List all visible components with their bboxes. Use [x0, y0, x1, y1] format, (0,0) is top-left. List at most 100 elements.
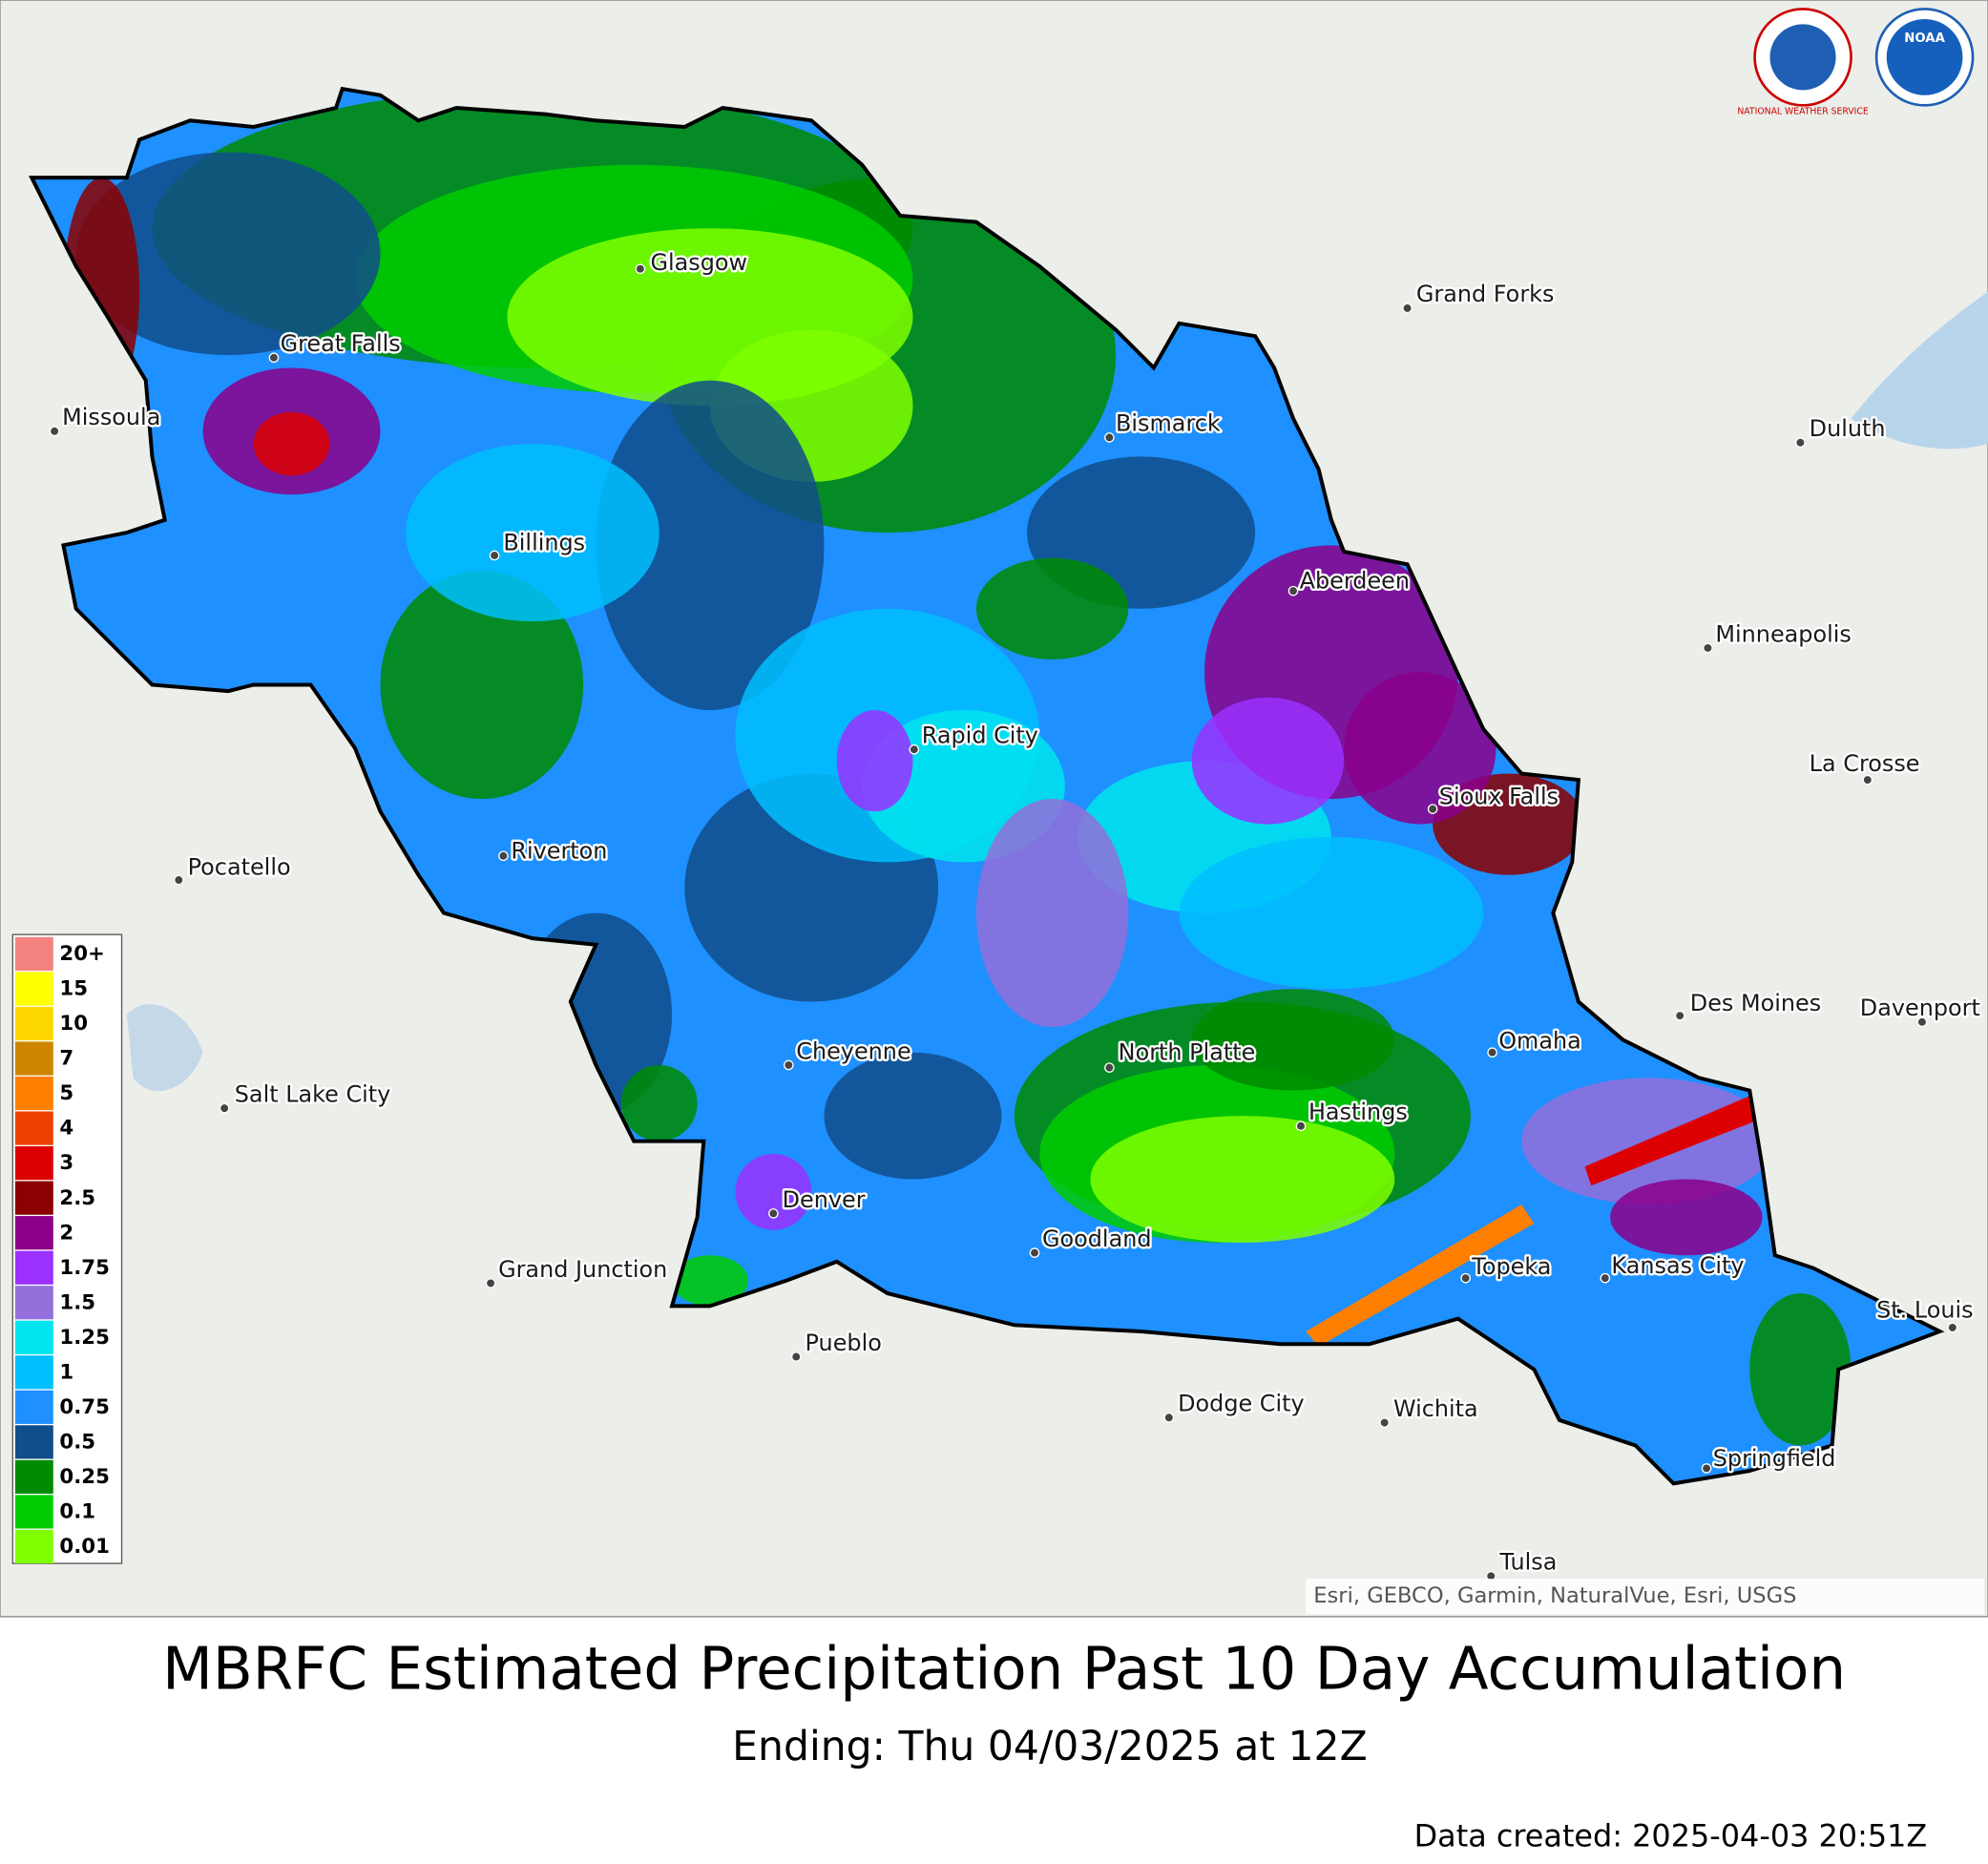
legend-swatch	[14, 1495, 53, 1529]
city-dot	[909, 744, 920, 755]
precip-area	[75, 152, 381, 356]
legend-label: 0.1	[59, 1500, 95, 1524]
city-label: Cheyenne	[796, 1037, 910, 1064]
city-label: Sioux Falls	[1439, 783, 1559, 809]
precip-area	[975, 557, 1129, 660]
legend-swatch	[14, 1320, 53, 1354]
legend-swatch	[14, 972, 53, 1006]
legend-label: 10	[59, 1012, 88, 1036]
attribution-box	[1306, 1579, 1985, 1615]
legend-label: 5	[59, 1081, 73, 1105]
legend-label: 0.5	[59, 1431, 95, 1455]
precip-area	[596, 380, 825, 711]
city-label: St. Louis	[1876, 1296, 1974, 1323]
legend-swatch	[14, 1355, 53, 1390]
city-label: Missoula	[62, 404, 160, 430]
legend-swatch	[14, 1425, 53, 1459]
precip-area	[824, 1052, 1002, 1180]
city-dot	[268, 352, 280, 364]
legend-label: 1.75	[59, 1256, 109, 1280]
legend-swatch	[14, 1216, 53, 1250]
legend-label: 7	[59, 1047, 73, 1071]
city-dot	[1163, 1412, 1175, 1423]
city-dot	[1795, 437, 1806, 449]
city-dot	[1862, 774, 1873, 785]
city-label: La Crosse	[1810, 750, 1920, 777]
legend-swatch	[14, 1041, 53, 1076]
great-salt-lake	[126, 1004, 203, 1092]
city-dot	[173, 874, 184, 886]
legend-label: 2	[59, 1221, 73, 1245]
city-dot	[485, 1278, 496, 1288]
city-label: Bismarck	[1116, 410, 1221, 437]
legend-label: 0.01	[59, 1535, 109, 1559]
city-dot	[1701, 1463, 1712, 1474]
legend-swatch	[14, 1390, 53, 1424]
city-dot	[49, 426, 60, 437]
city-dot	[1947, 1322, 1958, 1333]
city-label: Duluth	[1810, 415, 1886, 442]
city-dot	[1295, 1120, 1307, 1132]
city-dot	[1029, 1247, 1040, 1258]
city-label: Grand Forks	[1416, 281, 1555, 307]
city-label: Glasgow	[650, 249, 747, 276]
city-dot	[790, 1351, 802, 1362]
city-dot	[1487, 1047, 1497, 1058]
city-dot	[1427, 804, 1438, 814]
precip-area	[672, 1255, 748, 1307]
city-label: Tulsa	[1499, 1549, 1558, 1576]
legend-swatch	[14, 1286, 53, 1320]
precip-area	[406, 444, 659, 622]
legend-swatch	[14, 1459, 53, 1495]
legend-label: 20+	[59, 942, 104, 966]
legend-swatch	[14, 1250, 53, 1285]
city-label: Goodland	[1042, 1225, 1152, 1252]
legend-label: 2.5	[59, 1186, 95, 1210]
city-dot	[1402, 303, 1413, 314]
city-dot	[498, 850, 509, 862]
city-label: Pocatello	[188, 854, 291, 881]
legend-label: 0.25	[59, 1465, 109, 1489]
city-label: Riverton	[511, 837, 607, 864]
city-label: Davenport	[1860, 995, 1980, 1021]
precip-area	[253, 411, 330, 476]
precip-band	[1306, 1204, 1535, 1347]
city-label: Pueblo	[806, 1330, 882, 1356]
precip-area	[1191, 989, 1395, 1091]
city-label: Great Falls	[281, 330, 401, 357]
city-dot	[783, 1059, 794, 1071]
legend-swatch	[14, 1529, 53, 1564]
precip-area	[1610, 1179, 1763, 1256]
legend-swatch	[14, 1181, 53, 1215]
subtitle: Ending: Thu 04/03/2025 at 12Z	[732, 1724, 1368, 1770]
noaa-logo-inner	[1886, 19, 1963, 95]
city-dot	[1916, 1016, 1928, 1028]
precip-area	[836, 710, 913, 812]
attribution: Esri, GEBCO, Garmin, NaturalVue, Esri, U…	[1313, 1583, 1796, 1608]
city-dot	[1287, 585, 1299, 597]
precip-area	[620, 1064, 698, 1141]
city-label: Des Moines	[1690, 990, 1821, 1016]
precip-band	[1584, 1090, 1769, 1186]
city-dot	[219, 1102, 230, 1114]
title: MBRFC Estimated Precipitation Past 10 Da…	[162, 1636, 1846, 1704]
city-label: Springfield	[1713, 1445, 1836, 1472]
city-label: Salt Lake City	[235, 1081, 391, 1108]
noaa-logo-text: NOAA	[1904, 31, 1945, 46]
legend-swatch	[14, 936, 53, 972]
city-labels: Glasgow Great Falls Missoula Billings Bismar…	[49, 247, 1982, 1581]
legend-swatch	[14, 1006, 53, 1041]
city-label: Rapid City	[922, 723, 1038, 749]
logos: NATIONAL WEATHER SERVICE NOAA	[1737, 8, 1975, 117]
lake-superior	[1851, 291, 1988, 450]
legend: 20+ 15 10 7 5 4 3 2.5 2 1.75 1.5 1.25 1 0.75 0.5 0.25 0.…	[11, 933, 123, 1564]
legend-swatch	[14, 1111, 53, 1145]
legend-label: 4	[59, 1117, 73, 1141]
city-label: Minneapolis	[1715, 620, 1851, 647]
city-dot	[1104, 1062, 1115, 1073]
legend-label: 15	[59, 977, 88, 1001]
legend-swatch	[14, 1076, 53, 1111]
city-dot	[768, 1208, 779, 1219]
city-dot	[1460, 1272, 1471, 1284]
